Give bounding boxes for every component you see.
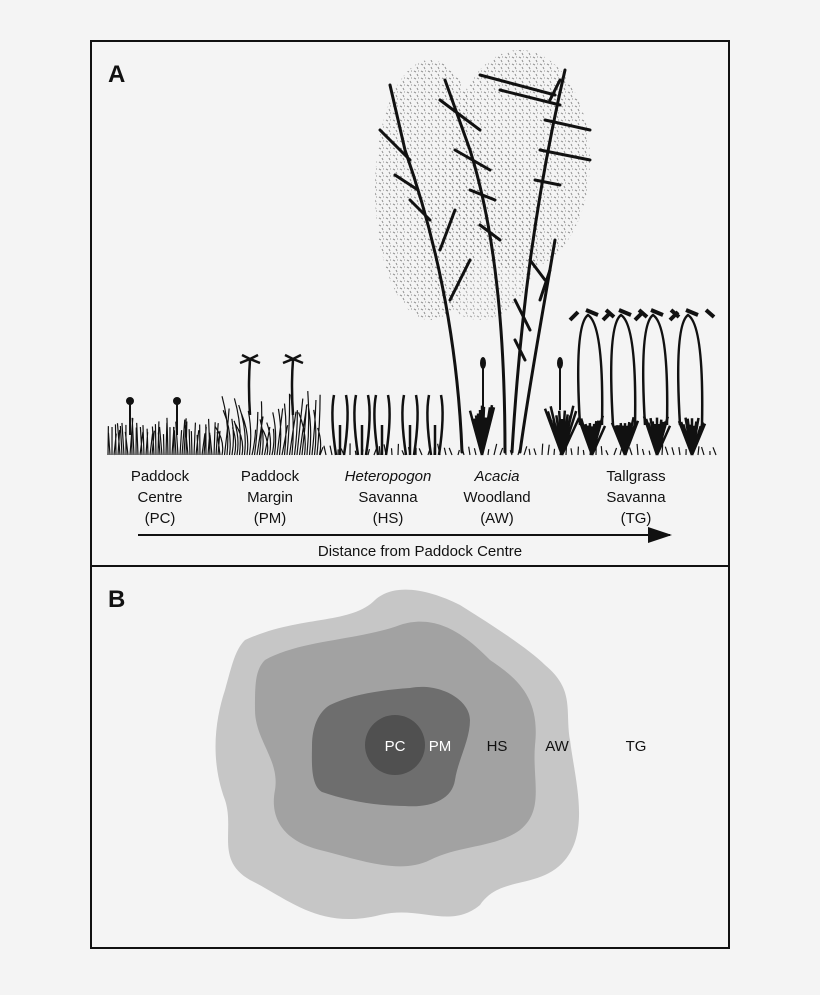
vegetation-part [247, 359, 252, 416]
vegetation-part [290, 359, 295, 416]
vegetation-part [426, 394, 444, 456]
vegetation-part [642, 415, 672, 456]
vegetation-part [239, 353, 261, 365]
vegetation-part [677, 417, 707, 456]
vegetation-part [468, 404, 496, 456]
vegetation-part [282, 353, 304, 365]
vegetation-part [353, 394, 371, 456]
vegetation-part [576, 313, 604, 426]
vegetation-part [173, 397, 181, 405]
zone-label-line: Margin [247, 489, 293, 506]
vegetation-part [609, 313, 637, 426]
zone-label: HS [487, 738, 508, 755]
vegetation-part [668, 308, 716, 322]
zone-label-line: (HS) [373, 510, 404, 527]
zone-label-line: Savanna [606, 489, 666, 506]
zone-label: TG [626, 738, 647, 755]
vegetation-part [107, 391, 717, 456]
zone-label-line: Heteropogon [345, 468, 432, 485]
zone-label-line: Paddock [131, 468, 190, 485]
zone-label-line: (AW) [480, 510, 514, 527]
zone-label-line: Savanna [358, 489, 418, 506]
vegetation-part [543, 405, 581, 456]
zone-label: PM [429, 738, 452, 755]
zone-label-line: (TG) [621, 510, 652, 527]
vegetation-part [126, 397, 134, 405]
vegetation-part [610, 416, 640, 456]
vegetation-part [641, 313, 669, 426]
vegetation-part [480, 357, 486, 369]
zone-label-line: Paddock [241, 468, 300, 485]
vegetation [107, 50, 717, 456]
vegetation-part [373, 394, 391, 456]
vegetation-part [676, 313, 704, 426]
zone-label-line: Centre [137, 489, 182, 506]
tree-trunks [378, 68, 592, 454]
zone-label-line: Woodland [463, 489, 530, 506]
panel-label: A [108, 61, 125, 88]
zone-labels: Paddock Centre (PC) Paddock Margin (PM) … [131, 468, 666, 527]
zone-label-line: Tallgrass [606, 468, 665, 485]
zone-label: AW [545, 738, 569, 755]
vegetation-part [577, 415, 607, 456]
vegetation-part [331, 394, 349, 456]
zone-label-line: Acacia [473, 468, 519, 485]
panel-label: B [108, 586, 125, 613]
vegetation-part [557, 357, 563, 369]
zone-pc [365, 715, 425, 775]
canopy [420, 140, 540, 320]
zone-label: PC [385, 738, 406, 755]
zone-label-line: (PM) [254, 510, 287, 527]
arrow-label: Distance from Paddock Centre [318, 543, 522, 560]
zone-label-line: (PC) [145, 510, 176, 527]
vegetation-part [401, 394, 419, 456]
